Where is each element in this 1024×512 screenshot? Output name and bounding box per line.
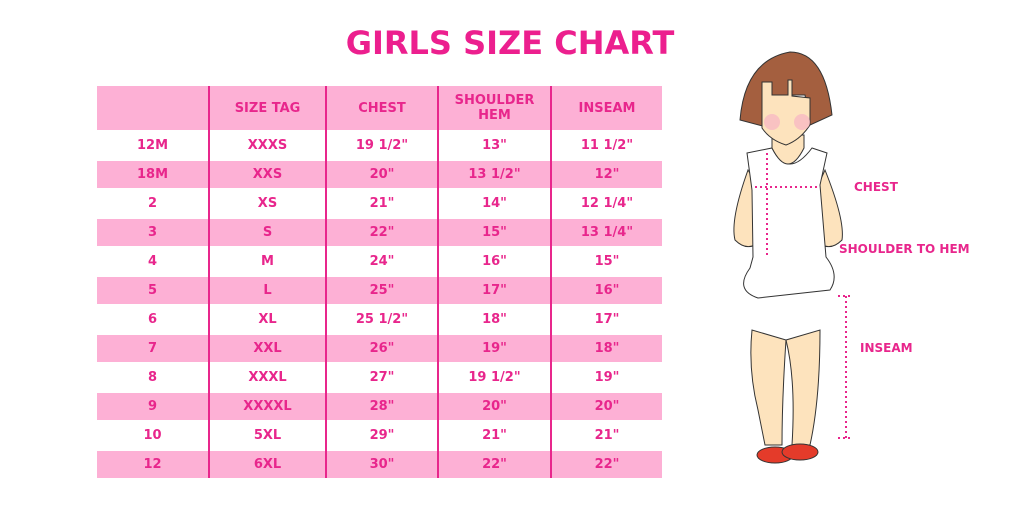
table-cell: 5 (97, 275, 210, 305)
table-cell: 8 (97, 362, 210, 392)
table-cell: 30" (325, 449, 439, 478)
table-row: 7 XXL 26" 19" 18" (97, 333, 662, 363)
table-row: 9 XXXXL 28" 20" 20" (97, 391, 662, 421)
right-shoe (781, 443, 819, 461)
table-cell: XL (208, 304, 327, 334)
table-cell: 28" (325, 391, 439, 421)
table-cell: L (208, 275, 327, 305)
table-cell: 10 (97, 420, 210, 450)
right-leg (785, 329, 821, 446)
table-row: 8 XXXL 27" 19 1/2" 19" (97, 362, 662, 392)
table-cell: 25" (325, 275, 439, 305)
table-cell: 14" (437, 188, 552, 218)
table-cell: 15" (437, 217, 552, 247)
table-cell: 18" (437, 304, 552, 334)
table-cell: 25 1/2" (325, 304, 439, 334)
table-cell: XS (208, 188, 327, 218)
table-cell: S (208, 217, 327, 247)
header-cell: SIZE TAG (208, 86, 327, 131)
header-cell: CHEST (325, 86, 439, 131)
table-cell: 22" (325, 217, 439, 247)
girl-illustration (733, 51, 851, 464)
table-cell: 19" (437, 333, 552, 363)
table-cell: 18" (550, 333, 662, 363)
table-cell: 20" (325, 159, 439, 189)
table-cell: XXXS (208, 130, 327, 160)
table-cell: 19 1/2" (325, 130, 439, 160)
table-cell: 27" (325, 362, 439, 392)
table-cell: XXXL (208, 362, 327, 392)
table-cell: XXS (208, 159, 327, 189)
header-cell (97, 86, 210, 131)
table-cell: XXL (208, 333, 327, 363)
table-cell: 5XL (208, 420, 327, 450)
table-row: 4 M 24" 16" 15" (97, 246, 662, 276)
table-cell: 26" (325, 333, 439, 363)
table-cell: 12M (97, 130, 210, 160)
table-cell: 24" (325, 246, 439, 276)
size-table: SIZE TAG CHEST SHOULDER HEM INSEAM 12M XX… (97, 86, 662, 478)
table-cell: M (208, 246, 327, 276)
table-cell: 18M (97, 159, 210, 189)
table-cell: 11 1/2" (550, 130, 662, 160)
table-row: 5 L 25" 17" 16" (97, 275, 662, 305)
table-cell: 17" (550, 304, 662, 334)
table-cell: 16" (437, 246, 552, 276)
table-cell: 12 (97, 449, 210, 478)
header-cell: INSEAM (550, 86, 662, 131)
table-cell: 22" (437, 449, 552, 478)
table-cell: 21" (550, 420, 662, 450)
table-cell: 20" (550, 391, 662, 421)
table-row: 3 S 22" 15" 13 1/4" (97, 217, 662, 247)
table-cell: 9 (97, 391, 210, 421)
table-cell: 12 1/4" (550, 188, 662, 218)
table-cell: 29" (325, 420, 439, 450)
table-cell: 2 (97, 188, 210, 218)
table-header-row: SIZE TAG CHEST SHOULDER HEM INSEAM (97, 86, 662, 131)
table-row: 2 XS 21" 14" 12 1/4" (97, 188, 662, 218)
table-cell: 13 1/4" (550, 217, 662, 247)
page-title: GIRLS SIZE CHART (345, 24, 675, 62)
dress (743, 147, 835, 299)
table-cell: 13" (437, 130, 552, 160)
table-row: 18M XXS 20" 13 1/2" 12" (97, 159, 662, 189)
table-cell: 21" (437, 420, 552, 450)
table-cell: 16" (550, 275, 662, 305)
table-cell: XXXXL (208, 391, 327, 421)
table-cell: 15" (550, 246, 662, 276)
shoulder-to-hem-label: SHOULDER TO HEM (839, 242, 970, 256)
inseam-label: INSEAM (860, 341, 913, 355)
table-row: 12 6XL 30" 22" 22" (97, 449, 662, 478)
table-cell: 12" (550, 159, 662, 189)
header-cell: SHOULDER HEM (437, 86, 552, 131)
table-cell: 6 (97, 304, 210, 334)
table-row: 10 5XL 29" 21" 21" (97, 420, 662, 450)
table-cell: 20" (437, 391, 552, 421)
table-cell: 19 1/2" (437, 362, 552, 392)
table-cell: 19" (550, 362, 662, 392)
table-cell: 21" (325, 188, 439, 218)
table-cell: 6XL (208, 449, 327, 478)
table-cell: 4 (97, 246, 210, 276)
table-cell: 17" (437, 275, 552, 305)
table-row: 12M XXXS 19 1/2" 13" 11 1/2" (97, 130, 662, 160)
table-cell: 3 (97, 217, 210, 247)
table-cell: 13 1/2" (437, 159, 552, 189)
table-cell: 7 (97, 333, 210, 363)
chest-label: CHEST (854, 180, 898, 194)
table-row: 6 XL 25 1/2" 18" 17" (97, 304, 662, 334)
table-cell: 22" (550, 449, 662, 478)
left-leg (750, 329, 787, 446)
